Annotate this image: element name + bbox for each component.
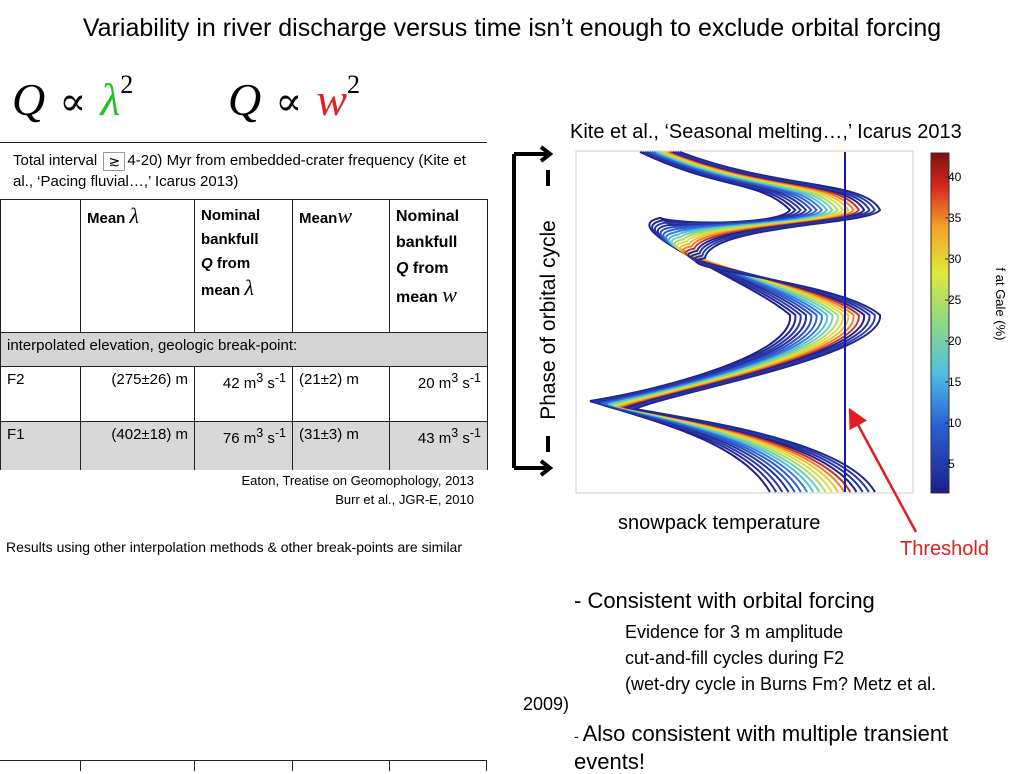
section-label: interpolated elevation, geologic break-p… xyxy=(0,332,488,367)
eq-lhs: Q xyxy=(12,74,46,125)
bullet-consistent-orbital: - Consistent with orbital forcing xyxy=(574,588,875,613)
eq-lhs: Q xyxy=(228,74,262,125)
colorbar-tick-label: 5 xyxy=(948,457,955,471)
lambda-symbol: λ xyxy=(244,275,254,300)
figure-citation: Kite et al., ‘Seasonal melting…,’ Icarus… xyxy=(570,121,962,143)
sub-bullet-line: Evidence for 3 m amplitude xyxy=(625,622,844,642)
results-note: Results using other interpolation method… xyxy=(6,539,463,555)
colorbar-tick-label: 40 xyxy=(948,170,962,184)
slide-title: Variability in river discharge versus ti… xyxy=(82,14,942,42)
w-symbol: w xyxy=(442,282,457,307)
header-q-from-w: Nominal bankfull Q from mean w xyxy=(389,199,488,333)
sub-bullet-wrap: 2009) xyxy=(523,694,570,714)
phase-range-bracket xyxy=(512,145,554,477)
melt-curves xyxy=(589,151,882,493)
equation-q-lambda: Q ∝ λ2 xyxy=(12,70,133,126)
total-interval-text: Total interval ≳ 4-20) Myr from embedded-… xyxy=(13,150,473,192)
reference-eaton: Eaton, Treatise on Geomophology, 2013 xyxy=(241,473,474,488)
cell-q-w: 20 m3 s-1 xyxy=(389,366,488,422)
colorbar xyxy=(930,152,950,494)
eq-w-var: w xyxy=(316,74,347,125)
equation-q-w: Q ∝ w2 xyxy=(228,70,360,126)
references: Eaton, Treatise on Geomophology, 2013 Bu… xyxy=(160,471,474,509)
threshold-arrow xyxy=(848,407,918,533)
bottom-table-edge xyxy=(0,760,487,771)
cell-q-lambda: 76 m3 s-1 xyxy=(194,421,293,473)
header-mean-lambda: Mean λ xyxy=(80,199,195,333)
total-interval-prefix: Total interval xyxy=(13,152,98,169)
colorbar-tick-label: 20 xyxy=(948,334,962,348)
cell-q-w: 43 m3 s-1 xyxy=(389,421,488,473)
colorbar-ticks: 40 35 30 25 20 15 10 5 xyxy=(945,170,962,471)
colorbar-tick-label: 15 xyxy=(948,375,962,389)
sub-bullet-line: (wet-dry cycle in Burns Fm? Metz et al. xyxy=(625,674,937,694)
sub-bullet-line: cut-and-fill cycles during F2 xyxy=(625,648,845,668)
eq-power: 2 xyxy=(120,70,134,99)
w-symbol: w xyxy=(337,203,353,228)
x-axis-label: snowpack temperature xyxy=(618,512,821,534)
eq-power: 2 xyxy=(347,70,360,99)
bullet-transient-events: - Also consistent with multiple transien… xyxy=(574,721,949,774)
cell-mean-lambda: (275±26) m xyxy=(80,366,195,422)
colorbar-tick-label: 10 xyxy=(948,416,962,430)
threshold-label: Threshold xyxy=(900,538,989,560)
table-clip-mask xyxy=(0,470,490,510)
melt-curve xyxy=(631,151,882,493)
table-section-row: interpolated elevation, geologic break-p… xyxy=(0,332,488,367)
y-axis-label: Phase of orbital cycle xyxy=(537,220,560,420)
colorbar-tick-label: 25 xyxy=(948,293,962,307)
colorbar-tick-label: 35 xyxy=(948,211,962,225)
eq-proportional-op: ∝ xyxy=(59,79,87,124)
eq-lambda-var: λ xyxy=(100,74,121,125)
cell-q-lambda: 42 m3 s-1 xyxy=(194,366,293,422)
header-q-from-lambda: Nominal bankfull Q from mean λ xyxy=(194,199,293,333)
reference-burr: Burr et al., JGR-E, 2010 xyxy=(335,492,474,507)
total-interval-suffix: 4-20) Myr from embedded-crater frequency… xyxy=(13,152,466,190)
table-header-row: Mean λ Nominal bankfull Q from mean λ Mea… xyxy=(0,199,488,333)
lambda-symbol: λ xyxy=(129,203,140,228)
header-mean-w: Meanw xyxy=(292,199,390,333)
colorbar-label: f at Gale (%) xyxy=(993,268,1008,341)
table-top-rule xyxy=(0,142,487,143)
cell-mean-lambda: (402±18) m xyxy=(80,421,195,473)
eq-proportional-op: ∝ xyxy=(275,79,303,124)
colorbar-tick-label: 30 xyxy=(948,252,962,266)
